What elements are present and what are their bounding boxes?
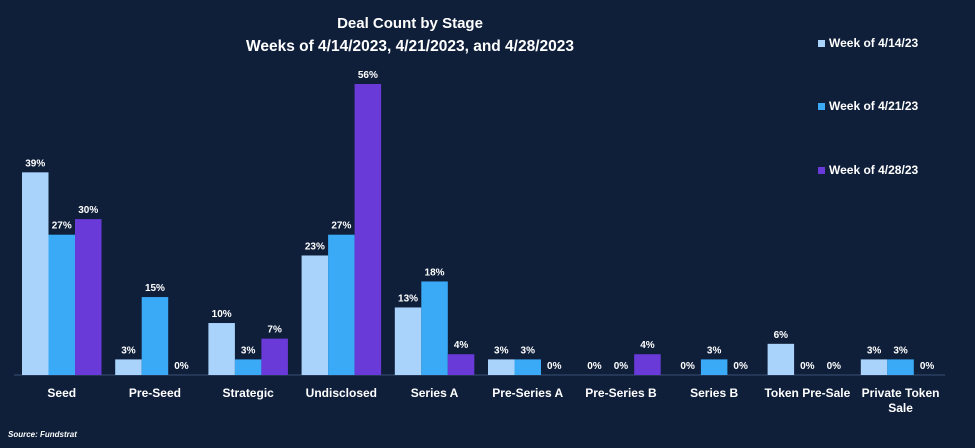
data-label: 0% [827, 361, 842, 372]
data-label: 0% [547, 361, 562, 372]
data-label: 4% [454, 340, 469, 351]
source-note: Source: Fundstrat [8, 430, 77, 439]
chart-title: Deal Count by Stage [337, 15, 483, 32]
bar-series-a-series-2 [421, 281, 448, 375]
bar-undisclosed-series-2 [328, 234, 355, 375]
data-label: 0% [920, 361, 935, 372]
bar-series-a-series-3 [447, 354, 475, 375]
data-label: 15% [145, 283, 165, 294]
legend-label-week-3: Week of 4/28/23 [829, 163, 919, 177]
data-label: 39% [25, 158, 45, 169]
legend-swatch-week-3 [818, 166, 825, 174]
data-label: 0% [614, 361, 629, 372]
category-label: Pre-Series B [585, 386, 657, 400]
data-label: 3% [707, 345, 722, 356]
category-label: Strategic [222, 386, 274, 400]
bar-series-b-series-2 [700, 359, 728, 375]
bar-private-token-sale-series-1 [860, 359, 888, 375]
legend-label-week-2: Week of 4/21/23 [829, 99, 919, 113]
legend-item-week-2: Week of 4/21/23 [818, 99, 918, 113]
bar-token-pre-sale-series-1 [767, 343, 795, 375]
data-label: 56% [358, 70, 378, 81]
legend-label-week-1: Week of 4/14/23 [829, 36, 919, 50]
data-label: 4% [640, 340, 655, 351]
data-label: 3% [494, 345, 509, 356]
legend-item-week-3: Week of 4/28/23 [818, 163, 918, 177]
data-label: 13% [398, 293, 418, 304]
data-label: 0% [680, 361, 695, 372]
bar-strategic-series-3 [261, 338, 288, 375]
bar-pre-series-a-series-1 [488, 359, 515, 375]
data-label: 3% [521, 345, 536, 356]
data-label: 0% [733, 361, 748, 372]
data-label: 27% [52, 221, 72, 232]
data-label: 3% [867, 345, 882, 356]
data-label: 27% [331, 221, 351, 232]
bar-seed-series-3 [75, 219, 102, 375]
bar-pre-seed-series-1 [115, 359, 142, 375]
data-label: 6% [774, 330, 789, 341]
bar-undisclosed-series-1 [301, 255, 329, 375]
legend-swatch-week-1 [818, 39, 825, 47]
data-label: 3% [121, 345, 136, 356]
category-label: Sale [888, 401, 913, 415]
data-label: 0% [174, 361, 189, 372]
data-label: 3% [241, 345, 256, 356]
data-label: 10% [212, 309, 232, 320]
bar-undisclosed-series-3 [354, 84, 382, 375]
bar-pre-seed-series-2 [141, 297, 169, 375]
data-label: 0% [800, 361, 815, 372]
category-label: Series B [690, 386, 738, 400]
legend-item-week-1: Week of 4/14/23 [818, 36, 918, 50]
bar-seed-series-1 [22, 172, 49, 375]
bar-strategic-series-2 [234, 359, 262, 375]
category-label: Seed [47, 386, 76, 400]
data-label: 30% [78, 205, 98, 216]
category-label: Private Token [862, 386, 940, 400]
bar-private-token-sale-series-2 [887, 359, 914, 375]
category-label: Undisclosed [306, 386, 377, 400]
category-label: Series A [411, 386, 459, 400]
category-label: Pre-Seed [129, 386, 181, 400]
data-label: 3% [893, 345, 908, 356]
bar-series-a-series-1 [394, 307, 422, 375]
legend-swatch-week-2 [818, 102, 825, 110]
data-label: 0% [587, 361, 602, 372]
data-label: 18% [425, 267, 445, 278]
category-label: Token Pre-Sale [764, 386, 850, 400]
bar-strategic-series-1 [208, 323, 235, 375]
chart-subtitle: Weeks of 4/14/2023, 4/21/2023, and 4/28/… [245, 38, 575, 55]
data-label: 23% [305, 241, 325, 252]
category-label: Pre-Series A [492, 386, 563, 400]
bar-pre-series-b-series-3 [634, 354, 661, 375]
bar-seed-series-2 [48, 234, 75, 375]
bar-pre-series-a-series-2 [514, 359, 541, 375]
data-label: 7% [267, 325, 282, 336]
